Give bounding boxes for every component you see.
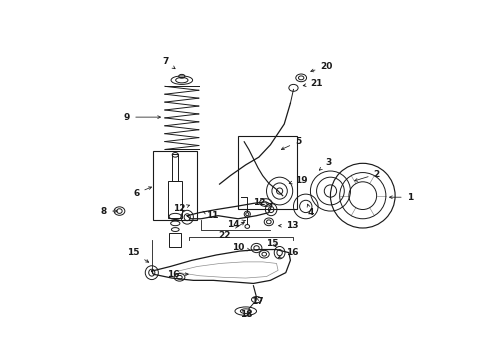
Text: 15: 15 (267, 239, 279, 248)
Text: 1: 1 (390, 193, 413, 202)
Text: 11: 11 (203, 211, 218, 220)
Text: 12: 12 (173, 204, 190, 213)
Text: 10: 10 (232, 243, 250, 252)
Text: 9: 9 (124, 113, 161, 122)
Text: 2: 2 (355, 170, 380, 181)
Bar (172, 154, 178, 181)
Text: 5: 5 (281, 137, 301, 150)
Text: 21: 21 (303, 79, 323, 88)
Bar (153, 151, 197, 220)
Text: 13: 13 (279, 221, 298, 230)
Text: 16: 16 (278, 248, 298, 258)
Text: 7: 7 (163, 57, 175, 69)
Bar (238, 136, 297, 209)
Text: 19: 19 (289, 176, 308, 185)
Text: 15: 15 (127, 248, 148, 262)
Text: 12: 12 (252, 198, 268, 207)
Text: 17: 17 (251, 297, 264, 306)
Bar (169, 181, 182, 218)
Text: 8: 8 (101, 207, 118, 216)
Text: 6: 6 (133, 187, 151, 198)
Text: 20: 20 (311, 62, 333, 72)
Bar (169, 233, 181, 247)
Text: 3: 3 (319, 158, 331, 170)
Text: 14: 14 (227, 220, 245, 229)
Text: 4: 4 (307, 204, 314, 217)
Text: 18: 18 (240, 310, 252, 319)
Text: 16: 16 (167, 270, 188, 279)
Text: 22: 22 (218, 222, 244, 240)
